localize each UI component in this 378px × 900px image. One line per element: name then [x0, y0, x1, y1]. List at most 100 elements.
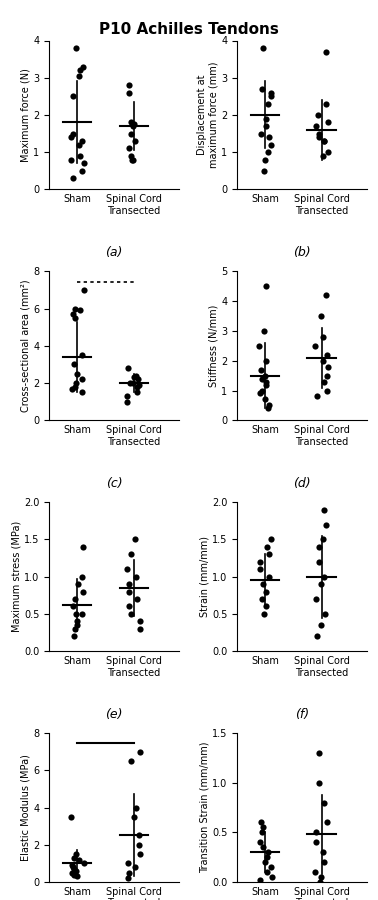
Point — [70, 307, 76, 321]
Point — [68, 810, 74, 824]
Point — [323, 518, 329, 532]
Point — [70, 171, 76, 185]
Point — [313, 592, 319, 607]
Point — [264, 865, 270, 879]
Point — [77, 303, 83, 318]
Text: (d): (d) — [293, 477, 311, 490]
Point — [318, 309, 324, 323]
Point — [79, 134, 85, 148]
Point — [71, 862, 77, 877]
Point — [76, 68, 82, 83]
Point — [260, 820, 266, 834]
Point — [124, 394, 130, 409]
Point — [126, 141, 132, 156]
Point — [124, 562, 130, 576]
Point — [128, 547, 134, 562]
Point — [81, 59, 87, 74]
Point — [313, 835, 319, 850]
Point — [136, 828, 142, 842]
Point — [260, 40, 266, 55]
Point — [257, 386, 263, 400]
Y-axis label: Cross-sectional area (mm²): Cross-sectional area (mm²) — [20, 280, 30, 412]
Y-axis label: Elastic Modulus (MPa): Elastic Modulus (MPa) — [20, 754, 30, 861]
Point — [80, 540, 86, 554]
Point — [79, 348, 85, 363]
Point — [128, 148, 134, 163]
Point — [259, 372, 265, 386]
Point — [79, 570, 85, 584]
Point — [257, 363, 263, 377]
Point — [70, 599, 76, 614]
Point — [126, 86, 132, 100]
Point — [71, 629, 77, 643]
Y-axis label: Stiffness (N/mm): Stiffness (N/mm) — [208, 304, 218, 387]
Point — [128, 126, 134, 140]
Point — [128, 607, 134, 621]
Point — [71, 868, 77, 882]
Point — [131, 117, 137, 131]
Text: (a): (a) — [105, 246, 122, 259]
Point — [325, 115, 331, 130]
Point — [73, 864, 79, 878]
Point — [72, 592, 78, 607]
Point — [320, 845, 326, 859]
Point — [317, 875, 323, 889]
Point — [256, 338, 262, 353]
Point — [263, 119, 269, 133]
Point — [324, 815, 330, 830]
Point — [259, 592, 265, 607]
Point — [263, 354, 269, 368]
Point — [69, 382, 75, 396]
Point — [260, 577, 266, 591]
Point — [257, 873, 263, 887]
Point — [127, 584, 133, 598]
Point — [136, 614, 143, 628]
Point — [136, 838, 142, 852]
Point — [316, 540, 322, 554]
Point — [136, 378, 142, 392]
Point — [137, 744, 143, 759]
Point — [128, 754, 134, 769]
Point — [137, 622, 143, 636]
Point — [316, 130, 322, 145]
Point — [77, 63, 84, 77]
Point — [129, 152, 135, 166]
Point — [73, 40, 79, 55]
Point — [259, 82, 265, 96]
Point — [126, 78, 132, 93]
Point — [76, 852, 82, 867]
Point — [266, 130, 272, 145]
Point — [259, 383, 265, 398]
Point — [74, 366, 80, 381]
Point — [316, 554, 322, 569]
Point — [268, 138, 274, 152]
Point — [262, 368, 268, 382]
Point — [266, 547, 272, 562]
Point — [312, 338, 318, 353]
Point — [258, 126, 264, 140]
Point — [319, 329, 325, 344]
Point — [262, 164, 268, 178]
Point — [263, 584, 269, 598]
Point — [261, 324, 267, 338]
Point — [79, 385, 85, 400]
Point — [259, 825, 265, 840]
Point — [265, 96, 271, 111]
Point — [133, 800, 139, 814]
Point — [262, 392, 268, 407]
Point — [268, 89, 274, 104]
Point — [134, 380, 140, 394]
Point — [71, 850, 77, 865]
Point — [318, 869, 324, 884]
Point — [263, 377, 269, 392]
Point — [79, 164, 85, 178]
Point — [262, 855, 268, 869]
Point — [73, 607, 79, 621]
Point — [320, 148, 326, 163]
Point — [74, 618, 80, 633]
Point — [70, 126, 76, 140]
Y-axis label: Maximum stress (MPa): Maximum stress (MPa) — [11, 521, 21, 633]
Point — [125, 856, 132, 870]
Point — [258, 815, 264, 830]
Point — [73, 376, 79, 391]
